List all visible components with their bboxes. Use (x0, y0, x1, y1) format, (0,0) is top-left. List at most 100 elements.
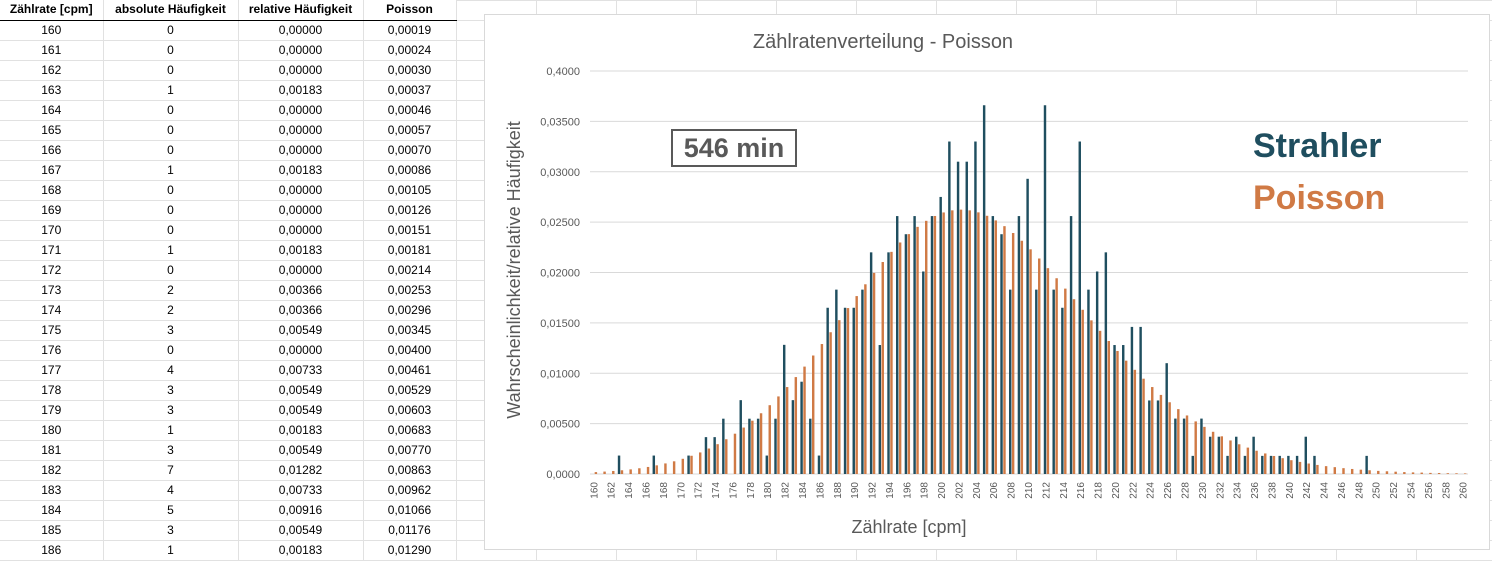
table-cell[interactable]: 171 (0, 240, 104, 261)
table-cell[interactable]: 0,00024 (363, 40, 457, 61)
table-cell[interactable]: 0 (103, 40, 239, 61)
table-cell[interactable]: 3 (103, 440, 239, 461)
table-cell[interactable]: 1 (103, 540, 239, 561)
table-cell[interactable]: 0,00070 (363, 140, 457, 161)
table-cell[interactable]: 0,00863 (363, 460, 457, 481)
table-cell[interactable]: 0 (103, 260, 239, 281)
table-cell[interactable]: 7 (103, 460, 239, 481)
table-cell[interactable]: 181 (0, 440, 104, 461)
table-cell[interactable]: 0,00183 (238, 420, 364, 441)
table-cell[interactable]: 172 (0, 260, 104, 281)
table-cell[interactable]: 180 (0, 420, 104, 441)
table-cell[interactable]: 0,00126 (363, 200, 457, 221)
table-cell[interactable]: 182 (0, 460, 104, 481)
table-cell[interactable]: 0,00046 (363, 100, 457, 121)
table-cell[interactable]: 1 (103, 160, 239, 181)
table-cell[interactable]: 0 (103, 20, 239, 41)
table-cell[interactable]: 175 (0, 320, 104, 341)
table-cell[interactable]: 0,00366 (238, 280, 364, 301)
table-cell[interactable]: 176 (0, 340, 104, 361)
table-cell[interactable]: 0,00000 (238, 40, 364, 61)
table-cell[interactable]: 174 (0, 300, 104, 321)
table-cell[interactable]: 0,00000 (238, 220, 364, 241)
table-cell[interactable]: 0,01176 (363, 520, 457, 541)
table-cell[interactable]: 179 (0, 400, 104, 421)
table-cell[interactable]: 0,01066 (363, 500, 457, 521)
table-cell[interactable]: 169 (0, 200, 104, 221)
table-cell[interactable]: 0,00105 (363, 180, 457, 201)
table-cell[interactable]: 2 (103, 300, 239, 321)
table-cell[interactable]: 1 (103, 240, 239, 261)
table-cell[interactable]: 0,00549 (238, 320, 364, 341)
table-cell[interactable]: 1 (103, 80, 239, 101)
table-cell[interactable]: 0,00366 (238, 300, 364, 321)
table-cell[interactable]: 0 (103, 60, 239, 81)
table-cell[interactable]: 0,00151 (363, 220, 457, 241)
table-cell[interactable]: 161 (0, 40, 104, 61)
table-cell[interactable]: 167 (0, 160, 104, 181)
table-cell[interactable]: 0,00683 (363, 420, 457, 441)
table-cell[interactable]: 0 (103, 340, 239, 361)
table-cell[interactable]: 160 (0, 20, 104, 41)
table-cell[interactable]: 4 (103, 480, 239, 501)
table-cell[interactable]: 0,00037 (363, 80, 457, 101)
table-cell[interactable]: 0,00400 (363, 340, 457, 361)
table-cell[interactable]: 0 (103, 120, 239, 141)
table-cell[interactable]: 170 (0, 220, 104, 241)
table-cell[interactable]: 0,00030 (363, 60, 457, 81)
header-zaehlrate[interactable]: Zählrate [cpm] (0, 0, 104, 21)
table-cell[interactable]: 0,00461 (363, 360, 457, 381)
table-cell[interactable]: 0,00000 (238, 140, 364, 161)
table-cell[interactable]: 0,00000 (238, 340, 364, 361)
table-cell[interactable]: 177 (0, 360, 104, 381)
table-cell[interactable]: 183 (0, 480, 104, 501)
table-cell[interactable]: 0,00183 (238, 240, 364, 261)
table-cell[interactable]: 0 (103, 100, 239, 121)
table-cell[interactable]: 184 (0, 500, 104, 521)
table-cell[interactable]: 0,00345 (363, 320, 457, 341)
table-cell[interactable]: 0,00183 (238, 160, 364, 181)
table-cell[interactable]: 0,00253 (363, 280, 457, 301)
table-cell[interactable]: 3 (103, 320, 239, 341)
table-cell[interactable]: 0,00733 (238, 480, 364, 501)
table-cell[interactable]: 0,00183 (238, 540, 364, 561)
table-cell[interactable]: 0,00916 (238, 500, 364, 521)
table-cell[interactable]: 178 (0, 380, 104, 401)
table-cell[interactable]: 0,00214 (363, 260, 457, 281)
table-cell[interactable]: 0,00296 (363, 300, 457, 321)
header-poisson[interactable]: Poisson (363, 0, 457, 21)
table-cell[interactable]: 173 (0, 280, 104, 301)
table-cell[interactable]: 0,00962 (363, 480, 457, 501)
table-cell[interactable]: 0,00086 (363, 160, 457, 181)
table-cell[interactable]: 0,00733 (238, 360, 364, 381)
table-cell[interactable]: 3 (103, 380, 239, 401)
table-cell[interactable]: 0,00000 (238, 60, 364, 81)
table-cell[interactable]: 0,00000 (238, 180, 364, 201)
table-cell[interactable]: 166 (0, 140, 104, 161)
table-cell[interactable]: 0,00181 (363, 240, 457, 261)
table-cell[interactable]: 165 (0, 120, 104, 141)
table-cell[interactable]: 0 (103, 140, 239, 161)
table-cell[interactable]: 162 (0, 60, 104, 81)
table-cell[interactable]: 0,01282 (238, 460, 364, 481)
table-cell[interactable]: 168 (0, 180, 104, 201)
table-cell[interactable]: 0,00549 (238, 520, 364, 541)
table-cell[interactable]: 0,00770 (363, 440, 457, 461)
table-cell[interactable]: 0,00019 (363, 20, 457, 41)
table-cell[interactable]: 163 (0, 80, 104, 101)
table-cell[interactable]: 164 (0, 100, 104, 121)
table-cell[interactable]: 0 (103, 180, 239, 201)
table-cell[interactable]: 0,00549 (238, 440, 364, 461)
table-cell[interactable]: 4 (103, 360, 239, 381)
table-cell[interactable]: 0,00603 (363, 400, 457, 421)
table-cell[interactable]: 0,00183 (238, 80, 364, 101)
table-cell[interactable]: 3 (103, 400, 239, 421)
table-cell[interactable]: 1 (103, 420, 239, 441)
chart-area[interactable]: Zählratenverteilung - Poisson 0,0000 0,00… (484, 14, 1490, 550)
table-cell[interactable]: 0 (103, 200, 239, 221)
table-cell[interactable]: 0,00000 (238, 260, 364, 281)
table-cell[interactable]: 0,00057 (363, 120, 457, 141)
table-cell[interactable]: 0 (103, 220, 239, 241)
table-cell[interactable]: 186 (0, 540, 104, 561)
table-cell[interactable]: 0,00549 (238, 380, 364, 401)
